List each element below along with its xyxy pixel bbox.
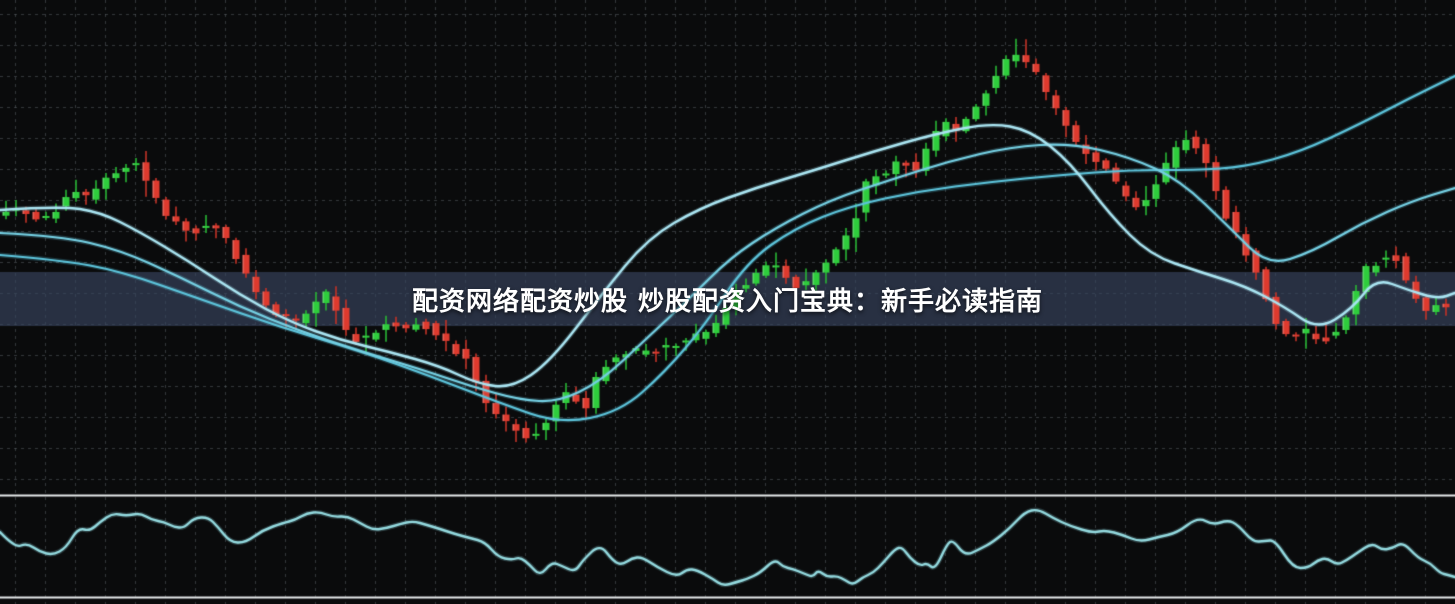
candlestick-chart-canvas[interactable] — [0, 0, 1455, 604]
trading-chart-screen: 配资网络配资炒股 炒股配资入门宝典：新手必读指南 — [0, 0, 1455, 604]
